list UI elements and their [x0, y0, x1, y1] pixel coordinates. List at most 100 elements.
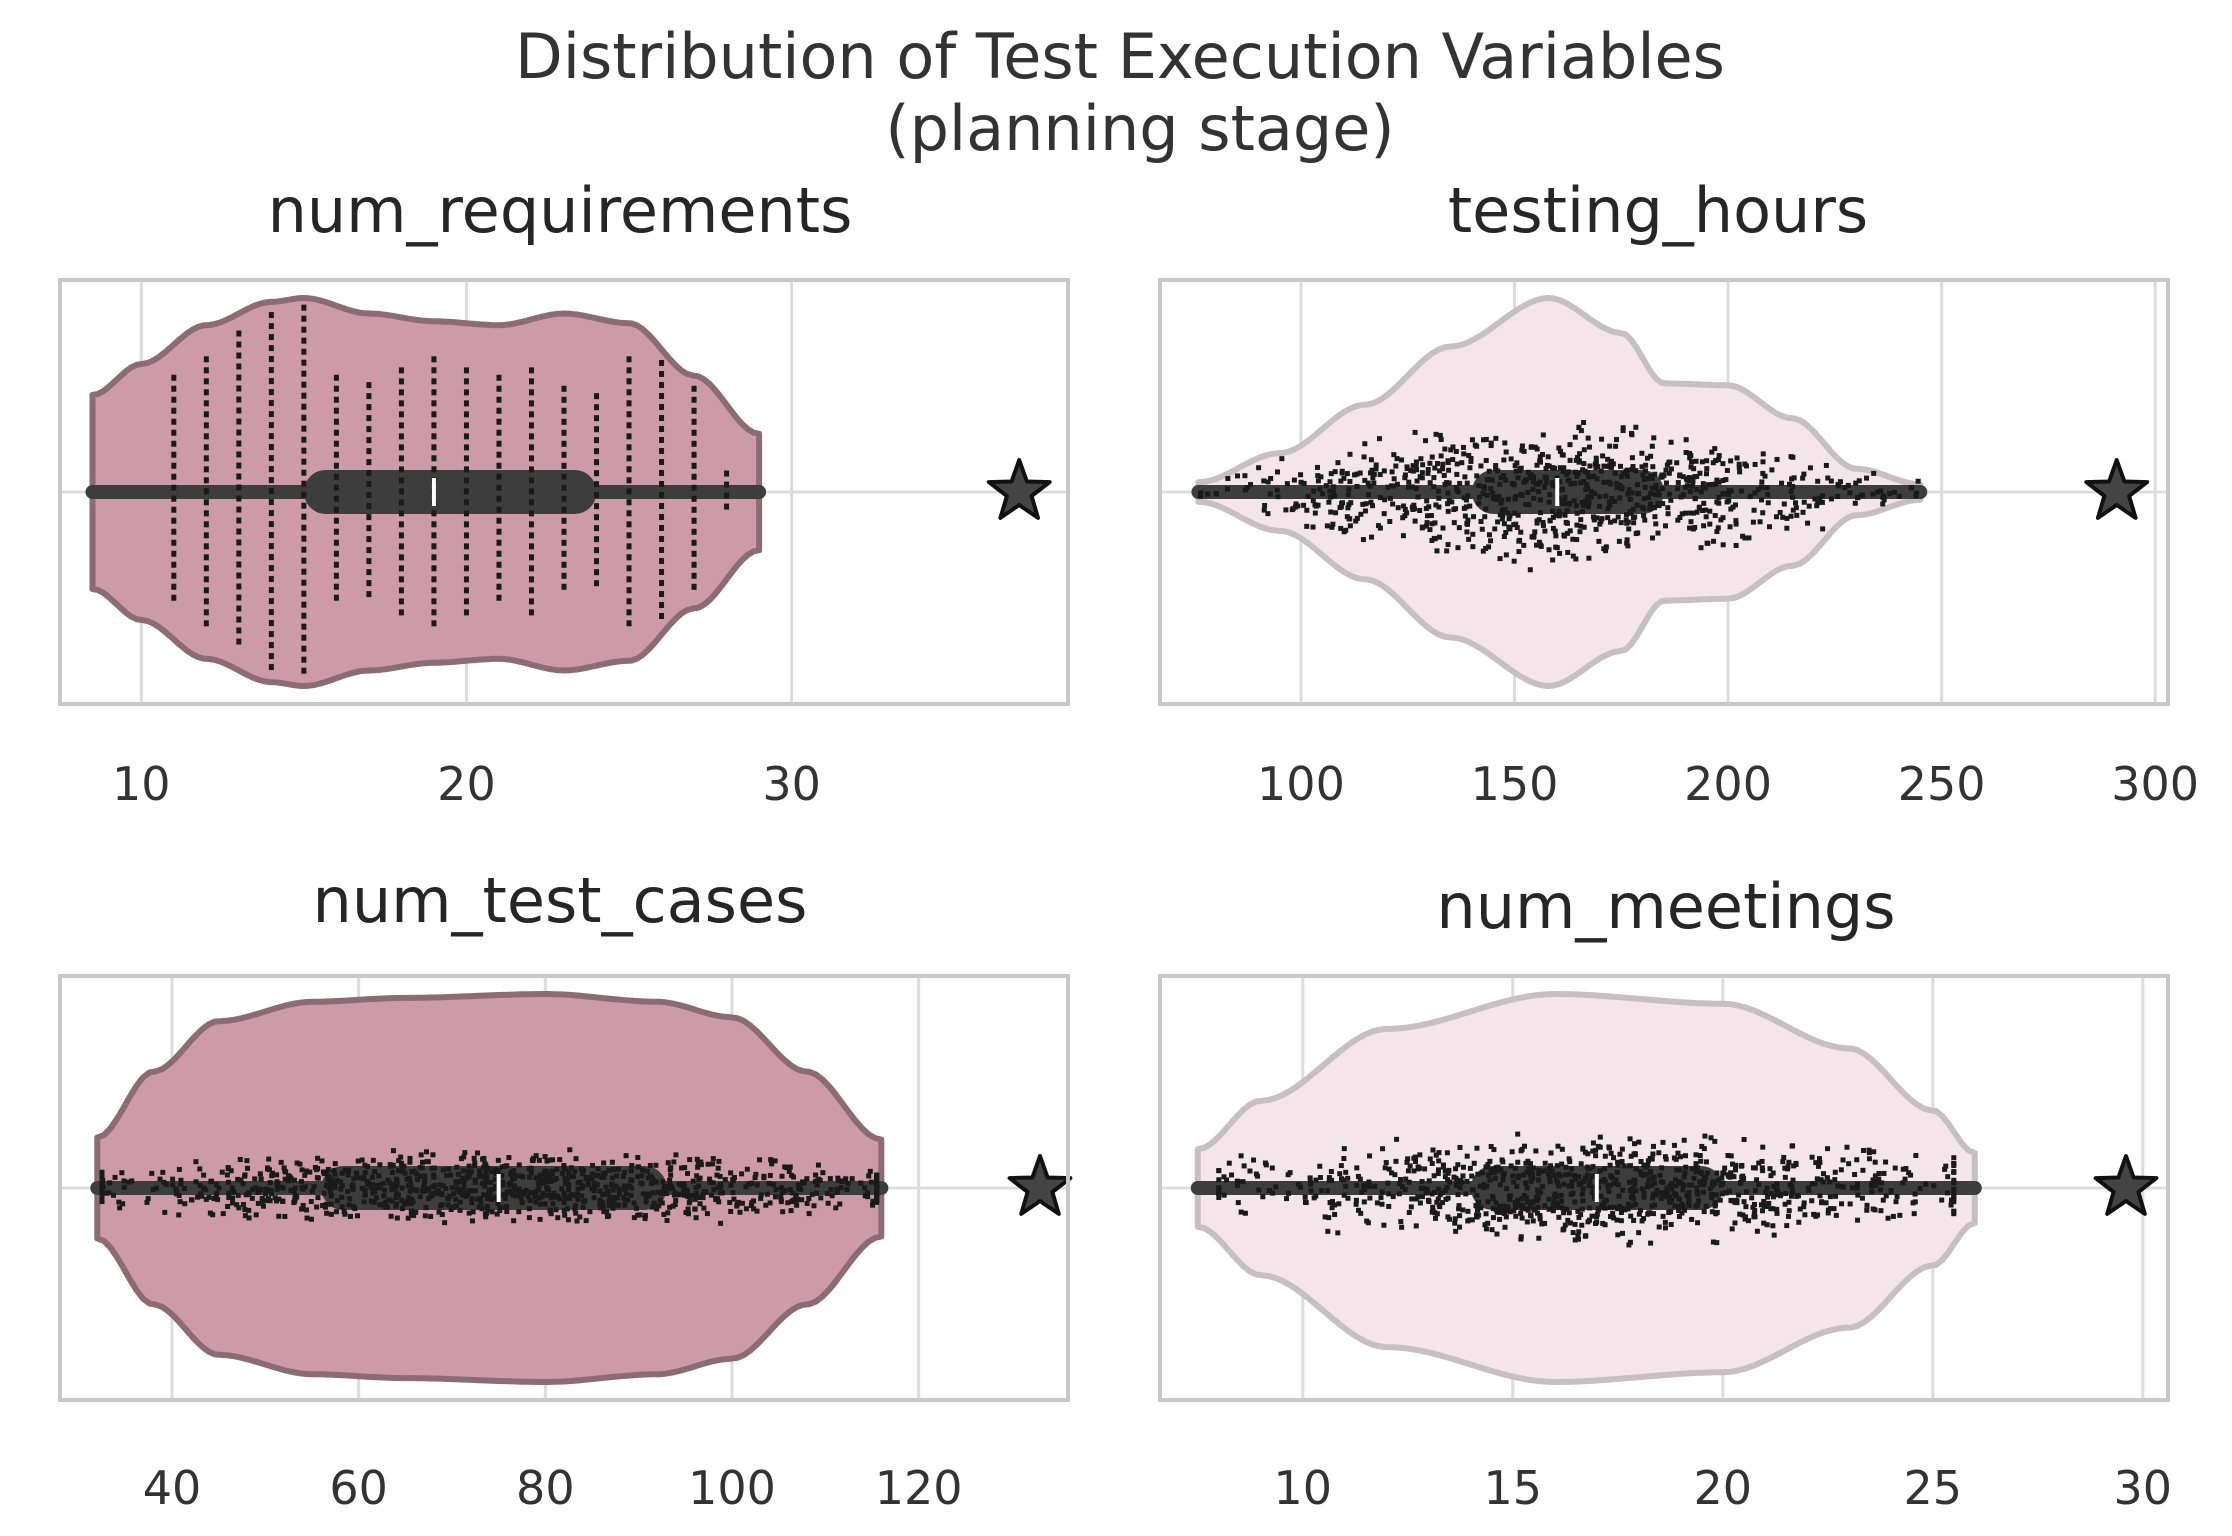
- data-point: [1672, 1142, 1678, 1148]
- data-point: [1576, 1214, 1582, 1220]
- data-point: [609, 1175, 615, 1181]
- data-point: [1661, 1193, 1667, 1199]
- data-point: [1198, 493, 1204, 499]
- data-point: [1703, 507, 1709, 513]
- data-point: [701, 1205, 707, 1211]
- data-point: [1686, 1193, 1692, 1199]
- data-point: [268, 664, 274, 671]
- data-point: [597, 1188, 603, 1194]
- data-point: [1760, 1168, 1766, 1174]
- data-point: [1677, 472, 1683, 478]
- data-point: [203, 532, 209, 539]
- data-point: [778, 1185, 784, 1191]
- data-point: [215, 1197, 221, 1203]
- data-point: [299, 1206, 305, 1212]
- data-point: [171, 539, 177, 546]
- data-point: [1576, 459, 1582, 465]
- data-point: [528, 466, 534, 473]
- data-point: [757, 1157, 763, 1163]
- data-point: [1452, 1220, 1458, 1226]
- data-point: [606, 1167, 612, 1173]
- data-point: [1343, 1183, 1349, 1189]
- data-point: [1570, 553, 1576, 559]
- data-point: [1529, 444, 1535, 450]
- data-point: [1636, 1230, 1642, 1236]
- data-point: [236, 550, 242, 557]
- data-point: [1768, 1173, 1774, 1179]
- panel-num-test-cases: num_test_cases 40 60 80 100 120: [58, 864, 1073, 1515]
- data-point: [1736, 1192, 1742, 1198]
- data-point: [1693, 458, 1699, 464]
- data-point: [1483, 545, 1489, 551]
- data-point: [1396, 1191, 1402, 1197]
- data-point: [1466, 452, 1472, 458]
- data-point: [1378, 1195, 1384, 1201]
- data-point: [394, 1215, 400, 1221]
- data-point: [1619, 1159, 1625, 1165]
- data-point: [1728, 488, 1734, 494]
- data-point: [795, 1196, 801, 1202]
- data-point: [799, 1197, 805, 1203]
- data-point: [366, 448, 372, 455]
- data-point: [1577, 529, 1583, 535]
- data-point: [1647, 501, 1653, 507]
- data-point: [176, 1193, 182, 1199]
- data-point: [1854, 1185, 1860, 1191]
- plot-area: 100 150 200 250 300: [1158, 278, 2199, 811]
- data-point: [1749, 1195, 1755, 1201]
- data-point: [1413, 1158, 1419, 1164]
- data-point: [1364, 1181, 1370, 1187]
- data-point: [1828, 478, 1834, 484]
- data-point: [591, 1195, 597, 1201]
- data-point: [718, 1184, 724, 1190]
- data-point: [1864, 475, 1870, 481]
- data-point: [1373, 462, 1379, 468]
- data-point: [339, 1182, 345, 1188]
- data-point: [189, 1197, 195, 1203]
- data-point: [504, 1209, 510, 1215]
- data-point: [203, 510, 209, 517]
- data-point: [565, 1217, 571, 1223]
- data-point: [1483, 1226, 1489, 1232]
- data-point: [1675, 486, 1681, 492]
- data-point: [512, 1193, 518, 1199]
- data-point: [1550, 514, 1556, 520]
- data-point: [1701, 1146, 1707, 1152]
- x-tick-label: 150: [1471, 757, 1559, 811]
- data-point: [1536, 489, 1542, 495]
- data-point: [601, 1160, 607, 1166]
- data-point: [116, 1199, 122, 1205]
- data-point: [366, 481, 372, 488]
- data-point: [1444, 480, 1450, 486]
- data-point: [1615, 514, 1621, 520]
- data-point: [421, 1181, 427, 1187]
- data-point: [1635, 491, 1641, 497]
- data-point: [1806, 503, 1812, 509]
- data-point: [1609, 495, 1615, 501]
- data-point: [1423, 505, 1429, 511]
- data-point: [659, 601, 665, 608]
- data-point: [1483, 506, 1489, 512]
- data-point: [1777, 509, 1783, 515]
- data-point: [1599, 516, 1605, 522]
- data-point: [1675, 1150, 1681, 1156]
- data-point: [1354, 483, 1360, 489]
- data-point: [1641, 513, 1647, 519]
- data-point: [1518, 1236, 1524, 1242]
- data-point: [1329, 1205, 1335, 1211]
- data-point: [614, 1173, 620, 1179]
- data-point: [1578, 1180, 1584, 1186]
- x-tick-label: 100: [1257, 757, 1345, 811]
- data-point: [1572, 1221, 1578, 1227]
- data-point: [1381, 1222, 1387, 1228]
- data-point: [1576, 1174, 1582, 1180]
- data-point: [1750, 519, 1756, 525]
- data-point: [683, 1210, 689, 1216]
- data-point: [1790, 1189, 1796, 1195]
- data-point: [339, 1170, 345, 1176]
- data-point: [516, 1186, 522, 1192]
- data-point: [405, 1215, 411, 1221]
- data-point: [1511, 1179, 1517, 1185]
- data-point: [605, 1191, 611, 1197]
- data-point: [301, 458, 307, 465]
